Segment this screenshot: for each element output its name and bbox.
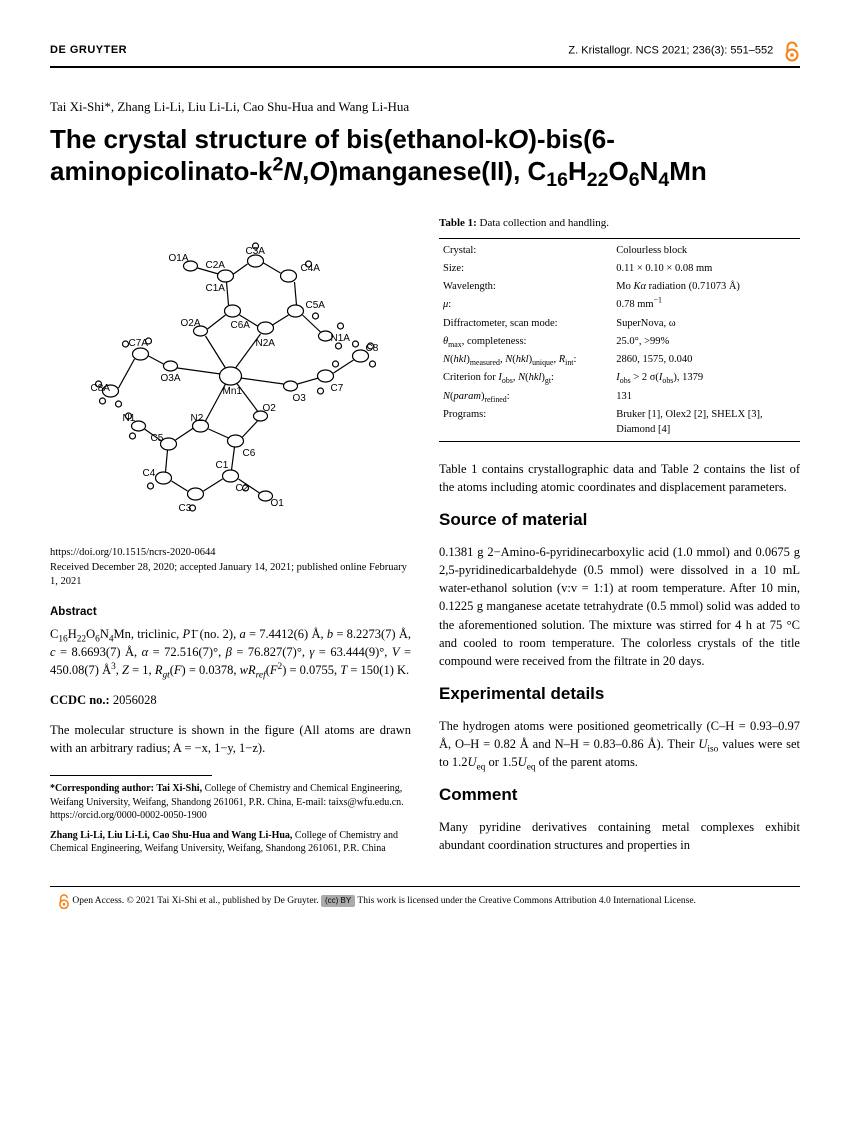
svg-text:C5: C5 — [151, 433, 164, 444]
svg-text:N1: N1 — [123, 413, 136, 424]
table1-key: Wavelength: — [439, 278, 612, 296]
table1-value: 2860, 1575, 0.040 — [612, 351, 800, 369]
footnote-others: Zhang Li-Li, Liu Li-Li, Cao Shu-Hua and … — [50, 829, 411, 856]
right-column: Table 1: Data collection and handling. C… — [439, 216, 800, 866]
svg-text:C1A: C1A — [206, 283, 226, 294]
experimental-heading: Experimental details — [439, 682, 800, 707]
svg-text:N1A: N1A — [331, 333, 351, 344]
svg-text:C6: C6 — [243, 448, 256, 459]
open-access-icon — [784, 40, 800, 62]
table1-key: Size: — [439, 260, 612, 278]
table1-key: N(param)refined: — [439, 387, 612, 405]
svg-text:N2A: N2A — [256, 338, 276, 349]
table1: Crystal:Colourless blockSize:0.11 × 0.10… — [439, 238, 800, 442]
table1-value: 25.0°, >99% — [612, 332, 800, 350]
svg-text:O3: O3 — [293, 393, 307, 404]
authors-line: Tai Xi-Shi*, Zhang Li-Li, Liu Li-Li, Cao… — [50, 98, 800, 117]
doi-link[interactable]: https://doi.org/10.1515/ncrs-2020-0644 — [50, 546, 411, 561]
table1-value: 0.11 × 0.10 × 0.08 mm — [612, 260, 800, 278]
svg-text:N2: N2 — [191, 413, 204, 424]
svg-text:O2: O2 — [263, 403, 277, 414]
svg-text:C3: C3 — [179, 503, 192, 514]
svg-text:O2A: O2A — [181, 318, 201, 329]
abstract-heading: Abstract — [50, 604, 411, 621]
ccdc-line: CCDC no.: 2056028 — [50, 691, 411, 709]
header-bar: DE GRUYTER Z. Kristallogr. NCS 2021; 236… — [50, 40, 800, 68]
footnote-corresponding: *Corresponding author: Tai Xi-Shi, Colle… — [50, 782, 411, 823]
table1-caption: Table 1: Data collection and handling. — [439, 216, 800, 232]
table1-key: Crystal: — [439, 238, 612, 259]
svg-text:C5A: C5A — [306, 300, 326, 311]
table1-value: 131 — [612, 387, 800, 405]
comment-heading: Comment — [439, 783, 800, 808]
open-access-icon — [58, 893, 70, 909]
table1-value: Bruker [1], Olex2 [2], SHELX [3], Diamon… — [612, 405, 800, 441]
right-intro-paragraph: Table 1 contains crystallographic data a… — [439, 460, 800, 496]
table1-key: Criterion for Iobs, N(hkl)gt: — [439, 369, 612, 387]
table1-key: μ: — [439, 296, 612, 314]
doi-dates: Received December 28, 2020; accepted Jan… — [50, 561, 411, 590]
publisher-name: DE GRUYTER — [50, 43, 127, 59]
experimental-text: The hydrogen atoms were positioned geome… — [439, 717, 800, 771]
svg-text:C8A: C8A — [91, 383, 111, 394]
table1-value: 0.78 mm−1 — [612, 296, 800, 314]
left-column: C3AC2AO1A C1AC4AC5A O2AC6AN2A N1AC7AO3A … — [50, 216, 411, 866]
svg-text:C1: C1 — [216, 460, 229, 471]
table1-key: Diffractometer, scan mode: — [439, 314, 612, 332]
svg-text:C3A: C3A — [246, 246, 266, 257]
table1-value: Iobs > 2 σ(Iobs), 1379 — [612, 369, 800, 387]
abstract-text: C16H22O6N4Mn, triclinic, P1̄ (no. 2), a … — [50, 625, 411, 679]
svg-text:C2: C2 — [236, 483, 249, 494]
table1-value: Mo Kα radiation (0.71073 Å) — [612, 278, 800, 296]
svg-text:C7: C7 — [331, 383, 344, 394]
mol-struct-paragraph: The molecular structure is shown in the … — [50, 721, 411, 757]
svg-text:C6A: C6A — [231, 320, 251, 331]
table1-key: Programs: — [439, 405, 612, 441]
header-right: Z. Kristallogr. NCS 2021; 236(3): 551–55… — [568, 40, 800, 62]
doi-block: https://doi.org/10.1515/ncrs-2020-0644 R… — [50, 546, 411, 590]
svg-text:O3A: O3A — [161, 373, 181, 384]
molecular-structure-figure: C3AC2AO1A C1AC4AC5A O2AC6AN2A N1AC7AO3A … — [50, 216, 411, 536]
ccdc-value: 2056028 — [113, 693, 157, 707]
article-title: The crystal structure of bis(ethanol-kO)… — [50, 123, 800, 188]
svg-text:O1: O1 — [271, 498, 285, 509]
svg-text:C4: C4 — [143, 468, 156, 479]
ccdc-label: CCDC no.: — [50, 693, 110, 707]
source-heading: Source of material — [439, 508, 800, 533]
journal-citation: Z. Kristallogr. NCS 2021; 236(3): 551–55… — [568, 45, 773, 57]
svg-text:C2A: C2A — [206, 260, 226, 271]
svg-text:C7A: C7A — [129, 338, 149, 349]
table1-key: θmax, completeness: — [439, 332, 612, 350]
source-text: 0.1381 g 2−Amino-6-pyridinecarboxylic ac… — [439, 543, 800, 670]
license-text: Open Access. © 2021 Tai Xi-Shi et al., p… — [72, 896, 696, 906]
license-bar: Open Access. © 2021 Tai Xi-Shi et al., p… — [50, 886, 800, 909]
table1-value: Colourless block — [612, 238, 800, 259]
svg-text:C4A: C4A — [301, 263, 321, 274]
footnote-rule — [50, 775, 212, 776]
svg-text:O1A: O1A — [169, 253, 189, 264]
table1-key: N(hkl)measured, N(hkl)unique, Rint: — [439, 351, 612, 369]
svg-text:Mn1: Mn1 — [223, 386, 243, 397]
table1-value: SuperNova, ω — [612, 314, 800, 332]
comment-text: Many pyridine derivatives containing met… — [439, 818, 800, 854]
svg-text:C8: C8 — [366, 343, 379, 354]
